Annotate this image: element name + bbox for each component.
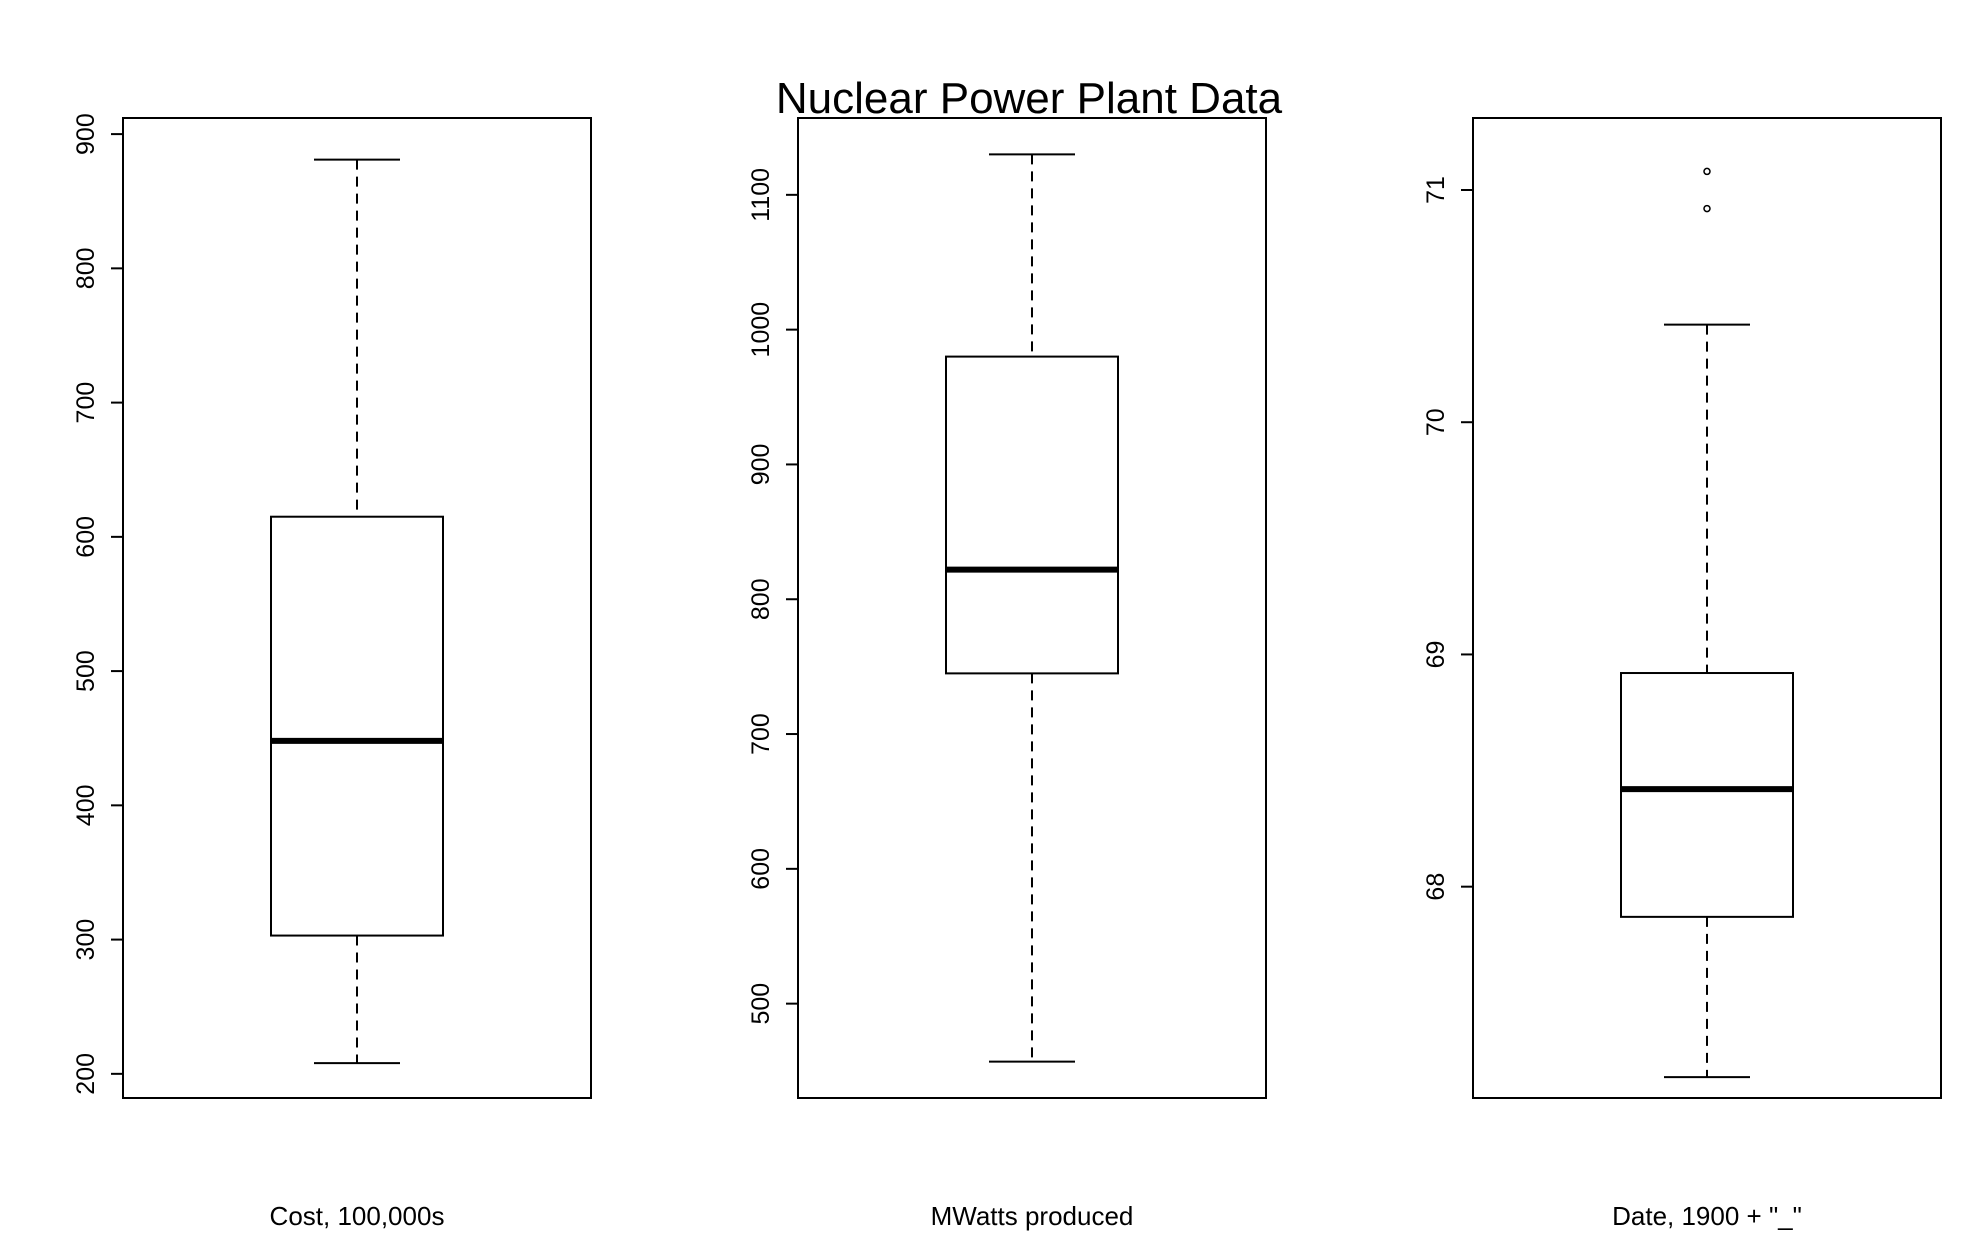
x-axis-label: MWatts produced	[931, 1201, 1134, 1231]
iqr-box	[270, 515, 444, 937]
panel-2: 500 600 700 800 900 1000 1100 MWatts produced	[747, 117, 1267, 1231]
y-tick-label: 1000	[747, 302, 775, 358]
panel-1: 200 300 400 500 600 700 800 900 Cost, 100,000s	[72, 113, 592, 1231]
y-tick-label: 800	[747, 578, 775, 620]
y-tick-label: 68	[1422, 873, 1450, 901]
iqr-box	[945, 355, 1119, 675]
y-tick-label: 600	[72, 516, 100, 558]
y-tick-label: 700	[747, 713, 775, 755]
y-tick-label: 700	[72, 382, 100, 424]
y-tick-label: 500	[72, 650, 100, 692]
iqr-box	[1620, 672, 1794, 918]
y-tick-label: 70	[1422, 408, 1450, 436]
y-tick-label: 71	[1422, 176, 1450, 204]
outlier-point	[1703, 167, 1711, 176]
y-tick-label: 800	[72, 247, 100, 289]
x-axis-label: Date, 1900 + "_"	[1612, 1201, 1802, 1231]
panel-3: 68 69 70 71 Date, 1900 + "_"	[1422, 117, 1942, 1231]
chart-title: Nuclear Power Plant Data	[776, 74, 1283, 123]
y-tick-label: 600	[747, 848, 775, 890]
plot-frame	[797, 117, 1267, 1099]
y-tick-label: 500	[747, 983, 775, 1025]
y-tick-label: 400	[72, 784, 100, 826]
y-tick-label: 300	[72, 919, 100, 961]
y-tick-label: 900	[72, 113, 100, 155]
y-tick-label: 900	[747, 444, 775, 486]
y-tick-label: 200	[72, 1053, 100, 1095]
y-tick-label: 69	[1422, 641, 1450, 669]
y-tick-label: 1100	[747, 168, 775, 222]
outlier-point	[1703, 204, 1711, 213]
x-axis-label: Cost, 100,000s	[270, 1201, 445, 1231]
plot-frame	[1472, 117, 1942, 1099]
panels-group: 200 300 400 500 600 700 800 900 Cost, 100,000s 50…	[72, 113, 1942, 1231]
plot-frame	[122, 117, 592, 1099]
